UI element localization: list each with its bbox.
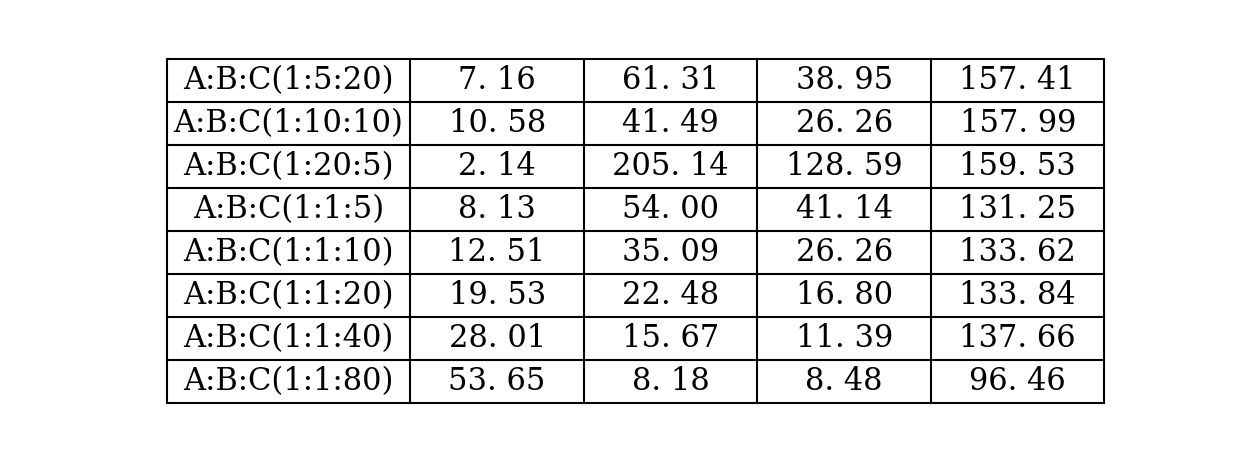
Text: 26. 26: 26. 26 — [796, 108, 893, 139]
Text: 41. 49: 41. 49 — [622, 108, 719, 139]
Text: A:B:C(1:1:20): A:B:C(1:1:20) — [184, 280, 394, 311]
Text: 128. 59: 128. 59 — [786, 151, 903, 182]
Text: 28. 01: 28. 01 — [449, 323, 546, 354]
Text: A:B:C(1:1:40): A:B:C(1:1:40) — [184, 323, 393, 354]
Text: A:B:C(1:1:5): A:B:C(1:1:5) — [193, 194, 384, 225]
Text: A:B:C(1:1:80): A:B:C(1:1:80) — [184, 366, 393, 397]
Text: 54. 00: 54. 00 — [622, 194, 719, 225]
Text: 16. 80: 16. 80 — [796, 280, 893, 311]
Text: 159. 53: 159. 53 — [960, 151, 1076, 182]
Text: 53. 65: 53. 65 — [449, 366, 546, 397]
Text: 131. 25: 131. 25 — [960, 194, 1076, 225]
Text: 8. 13: 8. 13 — [459, 194, 536, 225]
Text: 8. 48: 8. 48 — [806, 366, 883, 397]
Text: 15. 67: 15. 67 — [622, 323, 719, 354]
Text: 38. 95: 38. 95 — [796, 65, 893, 96]
Text: 35. 09: 35. 09 — [622, 237, 719, 268]
Text: 22. 48: 22. 48 — [622, 280, 719, 311]
Text: 2. 14: 2. 14 — [459, 151, 536, 182]
Text: 133. 84: 133. 84 — [960, 280, 1076, 311]
Text: 12. 51: 12. 51 — [449, 237, 546, 268]
Text: 26. 26: 26. 26 — [796, 237, 893, 268]
Text: A:B:C(1:20:5): A:B:C(1:20:5) — [184, 151, 394, 182]
Text: 157. 99: 157. 99 — [960, 108, 1076, 139]
Text: 11. 39: 11. 39 — [796, 323, 893, 354]
Text: 41. 14: 41. 14 — [796, 194, 893, 225]
Text: 137. 66: 137. 66 — [960, 323, 1076, 354]
Text: 96. 46: 96. 46 — [970, 366, 1066, 397]
Text: 10. 58: 10. 58 — [449, 108, 546, 139]
Text: 133. 62: 133. 62 — [960, 237, 1076, 268]
Text: A:B:C(1:1:10): A:B:C(1:1:10) — [184, 237, 394, 268]
Text: 61. 31: 61. 31 — [622, 65, 719, 96]
Text: 8. 18: 8. 18 — [632, 366, 709, 397]
Text: 7. 16: 7. 16 — [459, 65, 536, 96]
Text: 205. 14: 205. 14 — [613, 151, 729, 182]
Text: A:B:C(1:5:20): A:B:C(1:5:20) — [184, 65, 394, 96]
Text: 157. 41: 157. 41 — [960, 65, 1076, 96]
Text: 19. 53: 19. 53 — [449, 280, 546, 311]
Text: A:B:C(1:10:10): A:B:C(1:10:10) — [174, 108, 403, 139]
